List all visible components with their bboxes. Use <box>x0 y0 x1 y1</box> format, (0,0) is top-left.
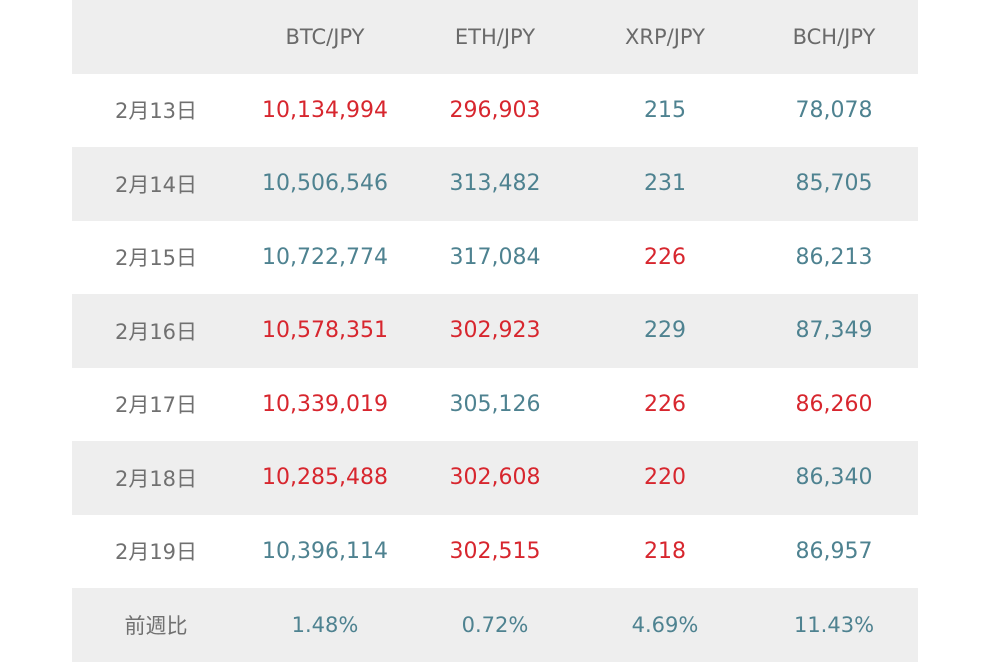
header-btc: BTC/JPY <box>285 24 365 49</box>
price-btc: 10,578,351 <box>262 318 388 344</box>
table-row: 2月15日 10,722,774 317,084 226 86,213 <box>72 220 918 294</box>
price-bch: 87,349 <box>795 318 873 344</box>
weekly-change-btc: 1.48% <box>291 612 359 637</box>
table-row: 2月13日 10,134,994 296,903 215 78,078 <box>72 73 918 147</box>
weekly-change-eth: 0.72% <box>461 612 529 637</box>
row-date: 2月14日 <box>114 172 198 197</box>
price-btc: 10,722,774 <box>262 244 388 270</box>
table-row: 2月19日 10,396,114 302,515 218 86,957 <box>72 514 918 588</box>
price-xrp: 220 <box>644 465 686 491</box>
row-date: 2月19日 <box>114 540 198 565</box>
price-eth: 302,608 <box>449 465 541 491</box>
price-bch: 86,213 <box>795 244 873 270</box>
price-eth: 302,515 <box>449 538 541 564</box>
price-bch: 85,705 <box>795 171 873 197</box>
weekly-change-label: 前週比 <box>124 613 188 638</box>
table-row: 2月18日 10,285,488 302,608 220 86,340 <box>72 441 918 515</box>
price-bch: 86,957 <box>795 538 873 564</box>
price-xrp: 218 <box>644 538 686 564</box>
row-date: 2月13日 <box>114 99 198 124</box>
price-eth: 302,923 <box>449 318 541 344</box>
price-xrp: 229 <box>644 318 686 344</box>
table-body: 2月13日 10,134,994 296,903 215 78,078 2月14日 10,5… <box>72 73 918 588</box>
header-eth: ETH/JPY <box>454 24 536 49</box>
row-date: 2月15日 <box>114 246 198 271</box>
price-btc: 10,339,019 <box>262 391 388 417</box>
crypto-price-table: BTC/JPY ETH/JPY XRP/JPY BCH/JPY 2月13日 10,… <box>72 0 918 662</box>
price-eth: 296,903 <box>449 97 541 123</box>
price-bch: 86,340 <box>795 465 873 491</box>
price-btc: 10,134,994 <box>262 97 388 123</box>
table-row: 2月16日 10,578,351 302,923 229 87,349 <box>72 294 918 368</box>
row-date: 2月18日 <box>114 466 198 491</box>
price-xrp: 231 <box>644 171 686 197</box>
price-bch: 78,078 <box>795 97 873 123</box>
price-xrp: 226 <box>644 391 686 417</box>
price-btc: 10,506,546 <box>262 171 388 197</box>
table-row: 2月17日 10,339,019 305,126 226 86,260 <box>72 367 918 441</box>
price-btc: 10,285,488 <box>262 465 388 491</box>
row-date: 2月17日 <box>114 393 198 418</box>
price-btc: 10,396,114 <box>262 538 388 564</box>
table-row: 2月14日 10,506,546 313,482 231 85,705 <box>72 147 918 221</box>
weekly-change-row: 前週比 1.48% 0.72% 4.69% 11.43% <box>72 588 918 662</box>
price-xrp: 226 <box>644 244 686 270</box>
price-eth: 317,084 <box>449 244 541 270</box>
header-row: BTC/JPY ETH/JPY XRP/JPY BCH/JPY <box>72 0 918 74</box>
header-date <box>72 0 240 74</box>
price-eth: 305,126 <box>449 391 541 417</box>
price-eth: 313,482 <box>449 171 541 197</box>
price-xrp: 215 <box>644 97 686 123</box>
price-bch: 86,260 <box>795 391 873 417</box>
weekly-change-xrp: 4.69% <box>631 612 699 637</box>
weekly-change-bch: 11.43% <box>793 612 875 637</box>
price-table-container: BTC/JPY ETH/JPY XRP/JPY BCH/JPY 2月13日 10,… <box>72 0 918 662</box>
row-date: 2月16日 <box>114 319 198 344</box>
header-xrp: XRP/JPY <box>625 24 705 49</box>
header-bch: BCH/JPY <box>792 24 876 49</box>
